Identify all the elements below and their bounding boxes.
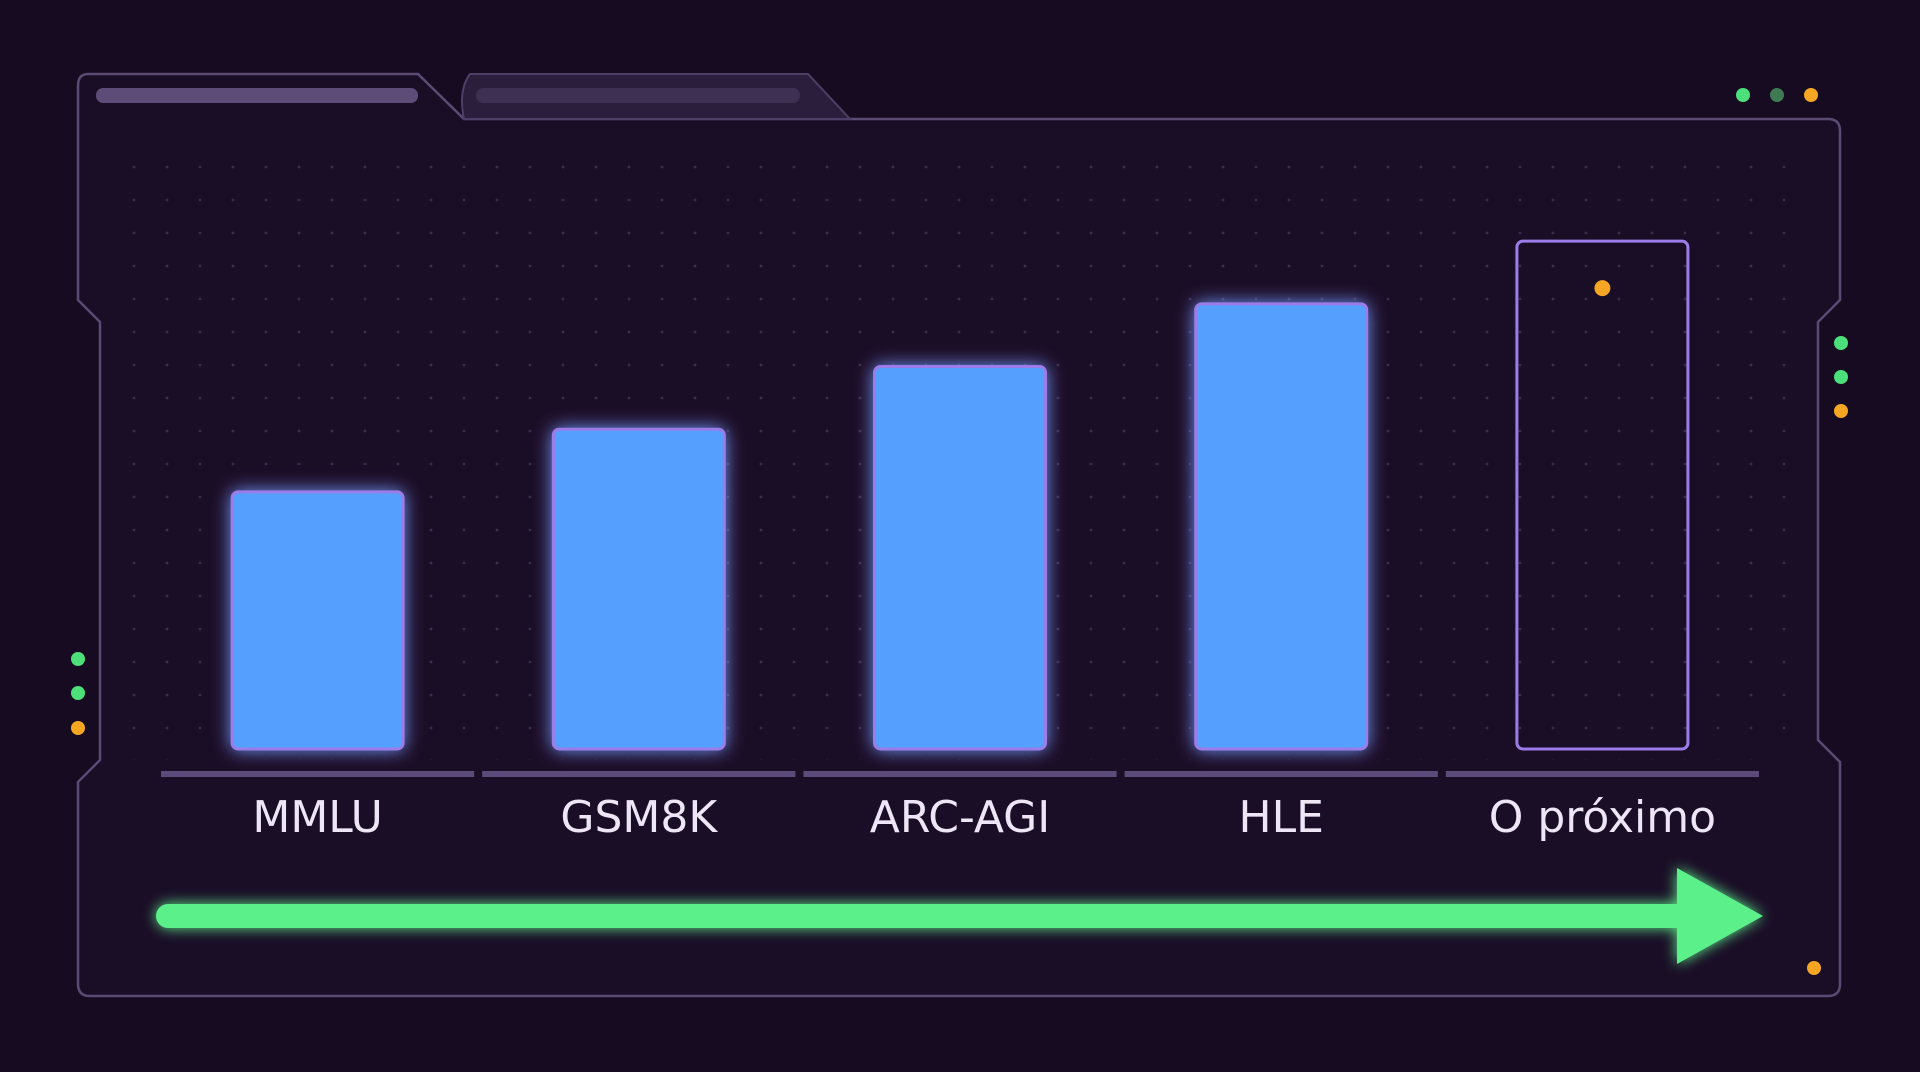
- light: [1834, 336, 1848, 350]
- x-tick-label: HLE: [1238, 792, 1323, 843]
- bar: [551, 427, 726, 751]
- light: [71, 652, 85, 666]
- light: [71, 721, 85, 735]
- x-tick-label: MMLU: [252, 792, 382, 843]
- bar: [873, 365, 1047, 751]
- progress-arrow: [156, 868, 1763, 964]
- x-tick-label: ARC-AGI: [870, 792, 1051, 843]
- light: [1834, 404, 1848, 418]
- bar: [1515, 239, 1690, 751]
- light: [1807, 961, 1821, 975]
- bar: [230, 490, 405, 751]
- indicator-dot: [1594, 280, 1611, 297]
- light: [1736, 88, 1750, 102]
- light: [1804, 88, 1818, 102]
- x-tick-label: GSM8K: [560, 792, 718, 843]
- tab-bar: [96, 88, 418, 103]
- tab-bar: [476, 88, 800, 103]
- bar: [1194, 302, 1369, 751]
- light: [71, 686, 85, 700]
- light: [1834, 370, 1848, 384]
- light: [1770, 88, 1784, 102]
- x-tick-label: O próximo: [1489, 792, 1716, 843]
